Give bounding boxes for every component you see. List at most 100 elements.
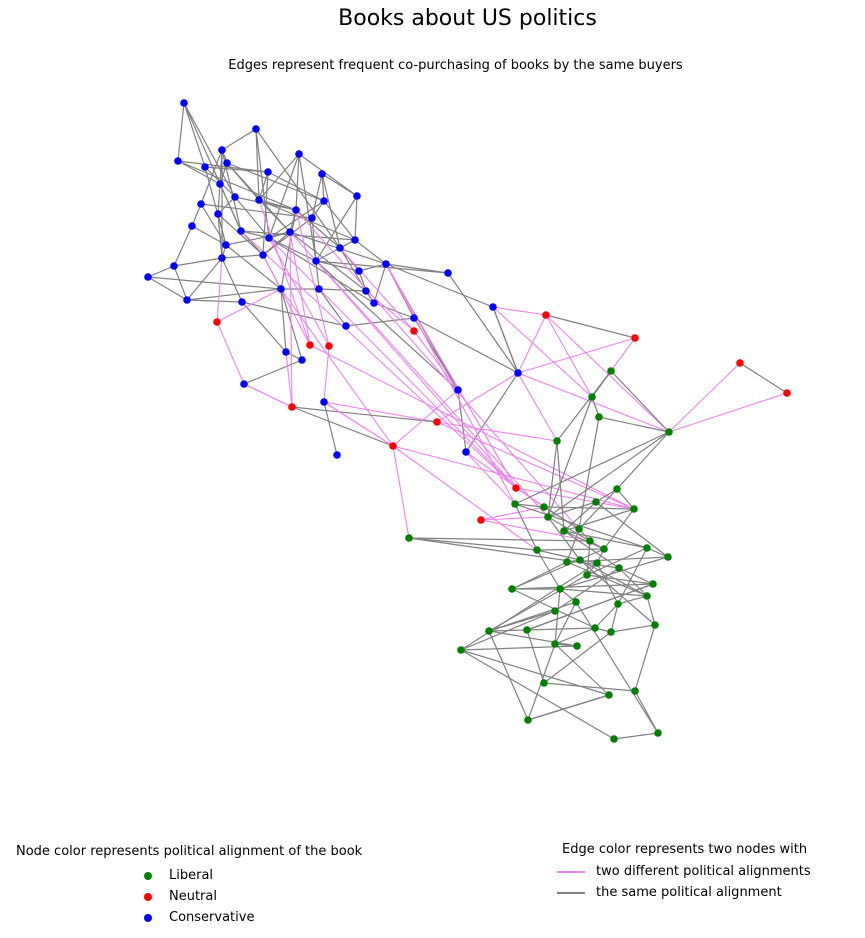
edge-same-alignment [595, 501, 669, 558]
node-neutral [389, 442, 397, 450]
edge-cross-alignment [280, 288, 394, 447]
edge-cross-alignment [315, 260, 517, 489]
node-conservative [410, 314, 418, 322]
edge-same-alignment [514, 503, 538, 551]
node-conservative [218, 254, 226, 262]
node-liberal [610, 735, 618, 743]
edge-same-alignment [586, 540, 591, 576]
node-liberal [560, 527, 568, 535]
edge-same-alignment [226, 162, 325, 202]
edge-same-alignment [566, 561, 648, 597]
node-legend-title: Node color represents political alignmen… [16, 844, 363, 859]
edge-cross-alignment [480, 519, 591, 542]
edge-same-alignment [514, 503, 545, 508]
edge-same-alignment [578, 416, 600, 530]
node-conservative [489, 303, 497, 311]
legend-item-neutral: Neutral [142, 886, 362, 907]
edge-cross-alignment [436, 421, 558, 442]
edge-cross-alignment [240, 230, 517, 489]
edge-layer [147, 102, 788, 740]
node-conservative [216, 180, 224, 188]
node-conservative [444, 269, 452, 277]
node-liberal [595, 413, 603, 421]
node-liberal [540, 679, 548, 687]
edge-same-alignment [460, 562, 598, 651]
node-conservative [259, 251, 267, 259]
node-liberal [588, 393, 596, 401]
edge-same-alignment [545, 314, 636, 339]
legend-label-liberal: Liberal [169, 868, 214, 883]
edge-same-alignment [586, 574, 654, 585]
edge-same-alignment [318, 288, 347, 327]
edge-same-alignment [291, 406, 438, 423]
edge-same-alignment [594, 603, 619, 629]
node-conservative [370, 299, 378, 307]
edge-same-alignment [610, 603, 619, 633]
edge-same-alignment [217, 196, 236, 215]
edge-same-alignment [547, 501, 597, 518]
node-liberal [605, 691, 613, 699]
edge-cross-alignment [339, 247, 415, 332]
node-conservative [318, 170, 326, 178]
node-neutral [325, 342, 333, 350]
edge-same-alignment [556, 440, 565, 532]
node-liberal [592, 498, 600, 506]
node-conservative [264, 168, 272, 176]
node-conservative [238, 298, 246, 306]
edge-same-alignment [298, 153, 317, 262]
edge-same-alignment [186, 257, 223, 301]
edge-cross-alignment [517, 337, 636, 374]
edge-same-alignment [258, 171, 269, 201]
node-liberal [593, 559, 601, 567]
edge-same-alignment [511, 583, 654, 590]
edge-same-alignment [200, 149, 223, 205]
edge-same-alignment [447, 272, 519, 374]
edge-cross-alignment [289, 231, 311, 346]
node-layer [144, 99, 791, 743]
edge-same-alignment [225, 244, 282, 290]
legend-item-cross-edge: two different political alignments [557, 861, 811, 882]
edge-same-alignment [543, 506, 635, 510]
edge-same-alignment [147, 265, 175, 278]
edge-same-alignment [514, 431, 670, 505]
edge-same-alignment [315, 260, 449, 274]
edge-same-alignment [354, 195, 358, 241]
edge-same-alignment [460, 649, 610, 696]
edge-cross-alignment [545, 314, 593, 398]
node-conservative [351, 236, 359, 244]
node-liberal [551, 607, 559, 615]
edge-cross-alignment [268, 237, 517, 489]
node-conservative [286, 228, 294, 236]
node-conservative [298, 356, 306, 364]
node-liberal [651, 621, 659, 629]
edge-same-alignment [295, 153, 300, 211]
node-liberal [485, 627, 493, 635]
node-liberal [654, 729, 662, 737]
network-graph [144, 99, 791, 743]
edge-same-alignment [488, 630, 578, 647]
neutral-dot-icon [144, 892, 152, 901]
node-conservative [170, 262, 178, 270]
edge-cross-alignment [258, 199, 311, 346]
edge-same-alignment [234, 196, 297, 211]
node-conservative [222, 241, 230, 249]
edge-same-alignment [556, 370, 612, 442]
edge-same-alignment [373, 263, 387, 304]
node-liberal [405, 534, 413, 542]
edge-cross-alignment [385, 263, 517, 489]
node-liberal [540, 503, 548, 511]
node-liberal [511, 500, 519, 508]
node-conservative [255, 196, 263, 204]
edge-same-alignment [204, 166, 227, 246]
edge-cross-alignment [392, 445, 410, 539]
node-neutral [288, 403, 296, 411]
node-liberal [665, 428, 673, 436]
node-conservative [237, 227, 245, 235]
node-conservative [252, 125, 260, 133]
node-conservative [342, 322, 350, 330]
node-conservative [218, 146, 226, 154]
edge-same-alignment [408, 537, 538, 551]
edge-cross-alignment [216, 321, 245, 385]
node-liberal [630, 505, 638, 513]
edge-same-alignment [267, 171, 325, 202]
